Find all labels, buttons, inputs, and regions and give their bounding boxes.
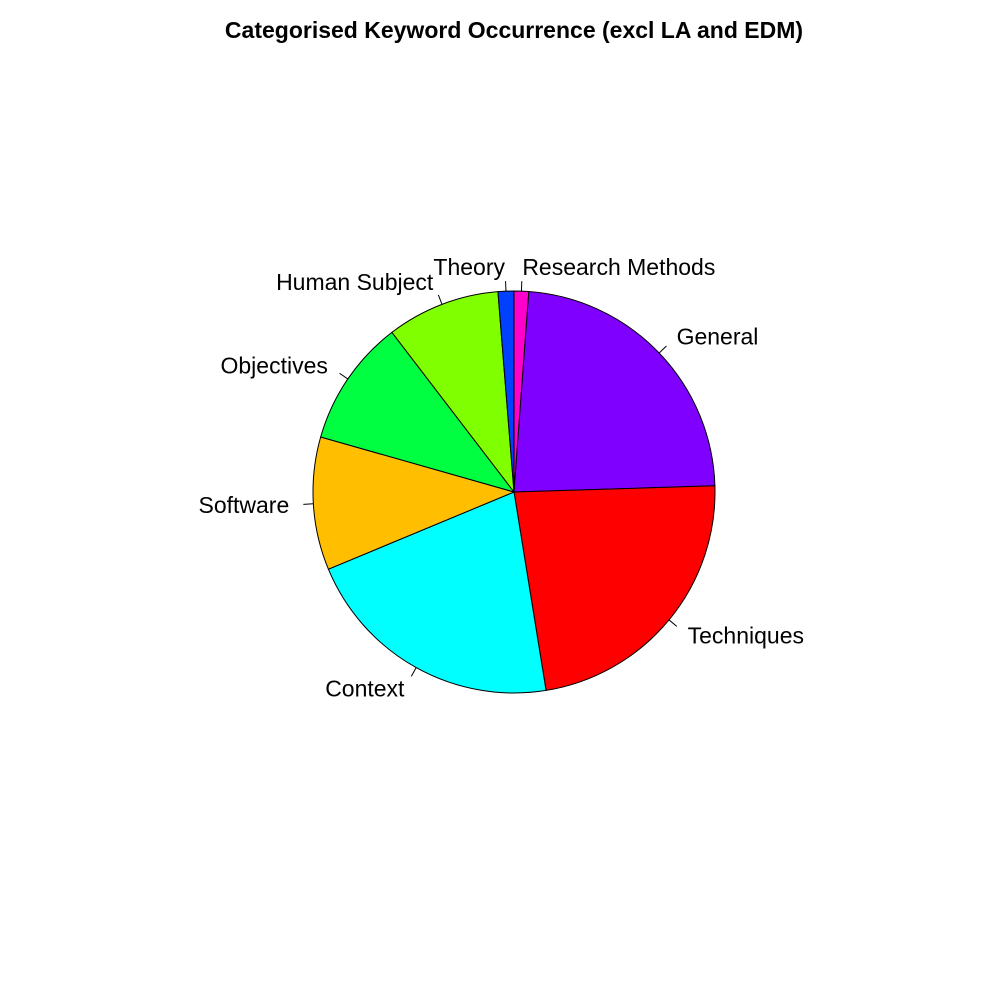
leader-line-general bbox=[658, 345, 667, 354]
leader-line-context bbox=[410, 667, 417, 677]
pie-slice-context bbox=[327, 491, 547, 694]
slice-labels: Research Methods General Techniques Context… bbox=[198, 254, 803, 702]
pie-slices bbox=[312, 290, 716, 694]
pie-slice-human-subject bbox=[391, 291, 515, 494]
leader-lines bbox=[303, 281, 678, 677]
pie-slice-software bbox=[312, 436, 516, 570]
chart-title: Categorised Keyword Occurrence (excl LA … bbox=[225, 17, 803, 43]
slice-label-software: Software bbox=[198, 492, 289, 518]
slice-label-context: Context bbox=[325, 676, 405, 702]
pie-slice-objectives bbox=[320, 331, 516, 493]
slice-label-objectives: Objectives bbox=[221, 352, 328, 378]
slice-label-theory: Theory bbox=[433, 254, 505, 280]
leader-line-software bbox=[303, 503, 314, 505]
slice-label-general: General bbox=[677, 323, 759, 349]
leader-line-techniques bbox=[668, 619, 678, 627]
slice-label-research-methods: Research Methods bbox=[522, 254, 715, 280]
pie-slice-techniques bbox=[513, 485, 716, 692]
slice-label-techniques: Techniques bbox=[688, 622, 804, 648]
pie-slice-general bbox=[513, 291, 716, 493]
leader-line-objectives bbox=[339, 372, 349, 380]
slice-label-human-subject: Human Subject bbox=[276, 269, 434, 295]
leader-line-human-subject bbox=[437, 294, 443, 305]
